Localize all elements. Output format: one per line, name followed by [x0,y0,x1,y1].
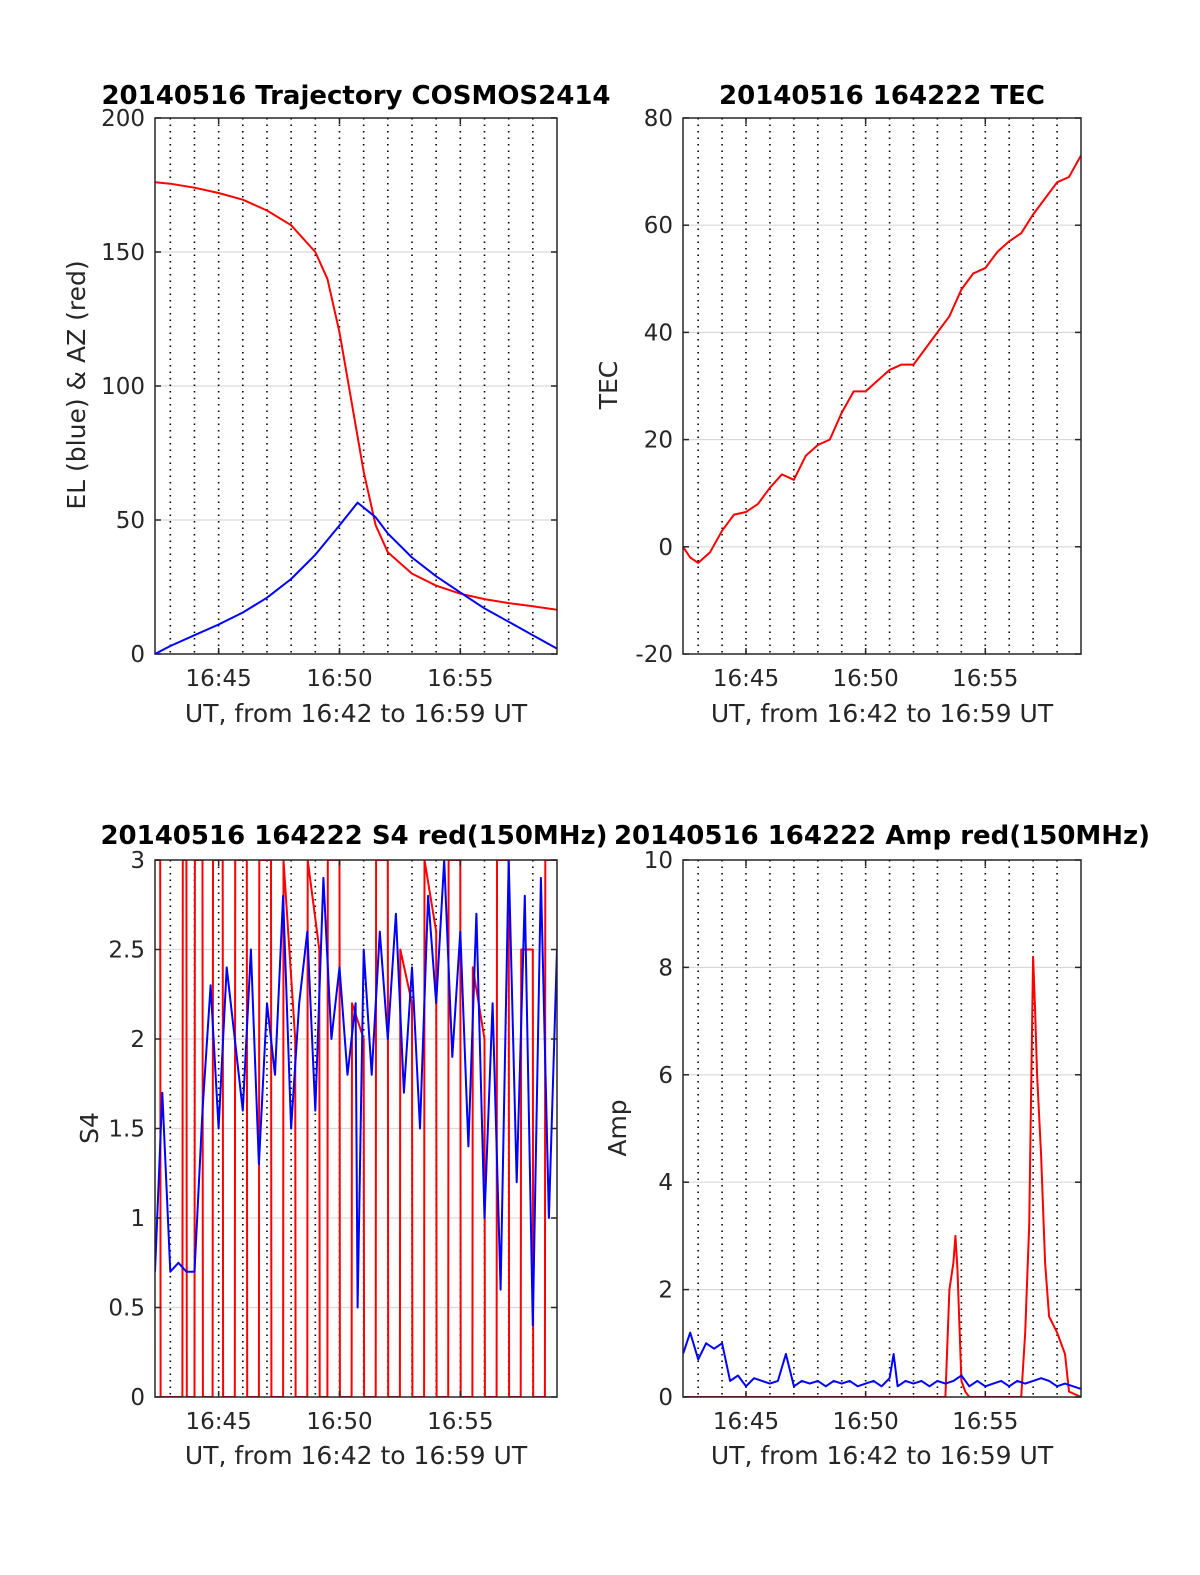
tec-ylabel: TEC [594,361,623,411]
trajectory-ytick-label: 100 [101,374,145,400]
tec-xlabel: UT, from 16:42 to 16:59 UT [711,699,1054,728]
s4-xtick-label: 16:50 [306,1409,372,1435]
trajectory-ytick-label: 0 [130,642,145,668]
tec-ytick-label: 20 [644,428,673,454]
tec-xtick-label: 16:55 [952,666,1018,692]
s4-xtick-label: 16:55 [427,1409,493,1435]
amp-ylabel: Amp [603,1099,632,1156]
tec-ytick-label: 80 [644,106,673,132]
amp-title: 20140516 164222 Amp red(150MHz) [614,821,1150,851]
s4-title: 20140516 164222 S4 red(150MHz) [100,821,607,851]
trajectory-xtick-label: 16:45 [185,666,251,692]
amp-ytick-label: 4 [658,1170,673,1196]
s4-ytick-label: 2 [130,1027,145,1053]
trajectory-ylabel: EL (blue) & AZ (red) [62,260,91,509]
trajectory-ytick-label: 200 [101,106,145,132]
trajectory-series-blue [155,501,557,654]
amp-plot: 0 2 4 6 8 10 16:45 16:50 16:55 [644,848,1082,1435]
s4-xtick-label: 16:45 [185,1409,251,1435]
tec-plot: -20 0 20 40 60 80 16:45 16:50 16:55 [635,106,1082,692]
panel-s4: 20140516 164222 S4 red(150MHz) 0 0.5 1 1.5 2… [75,821,608,1470]
tec-ytick-label: -20 [635,642,673,668]
amp-ytick-label: 10 [644,848,673,874]
tec-axes-frame [682,117,1082,655]
tec-series-red [683,155,1081,564]
amp-ytick-label: 6 [658,1063,673,1089]
panel-amp: 20140516 164222 Amp red(150MHz) 0 2 4 6 8 10 1… [603,821,1150,1470]
amp-ytick-label: 0 [658,1385,673,1411]
amp-ytick-label: 2 [658,1278,673,1304]
tec-title: 20140516 164222 TEC [719,81,1045,111]
amp-xtick-label: 16:45 [713,1409,779,1435]
trajectory-ytick-label: 150 [101,240,145,266]
tec-ytick-label: 60 [644,213,673,239]
s4-series-blue [155,860,557,1327]
trajectory-xtick-label: 16:50 [306,666,372,692]
s4-ytick-label: 3 [130,848,145,874]
amp-axes-frame [682,859,1082,1398]
trajectory-title: 20140516 Trajectory COSMOS2414 [101,81,610,111]
tec-ytick-label: 0 [658,535,673,561]
tec-xtick-label: 16:45 [713,666,779,692]
s4-ytick-label: 0.5 [108,1296,145,1322]
s4-ytick-label: 0 [130,1385,145,1411]
amp-series-red [683,955,1081,1397]
amp-ytick-label: 8 [658,955,673,981]
panel-tec: 20140516 164222 TEC -20 0 20 40 60 80 16:45 16:… [594,81,1082,728]
amp-series-blue [683,1331,1081,1390]
s4-plot: 0 0.5 1 1.5 2 2.5 3 16:45 16:50 16:55 [108,848,558,1435]
trajectory-ytick-label: 50 [116,508,145,534]
panel-trajectory: 20140516 Trajectory COSMOS2414 0 50 100 150… [62,81,611,728]
amp-xtick-label: 16:55 [952,1409,1018,1435]
trajectory-series-red [155,181,557,611]
s4-ytick-label: 2.5 [108,938,145,964]
s4-ytick-label: 1 [130,1206,145,1232]
s4-xlabel: UT, from 16:42 to 16:59 UT [185,1441,528,1470]
trajectory-plot: 0 50 100 150 200 16:45 16:50 16:55 [101,106,558,692]
amp-xlabel: UT, from 16:42 to 16:59 UT [711,1441,1054,1470]
trajectory-xtick-label: 16:55 [427,666,493,692]
s4-ytick-label: 1.5 [108,1117,145,1143]
tec-ytick-label: 40 [644,320,673,346]
amp-xtick-label: 16:50 [833,1409,899,1435]
tec-xtick-label: 16:50 [833,666,899,692]
trajectory-xlabel: UT, from 16:42 to 16:59 UT [185,699,528,728]
s4-ylabel: S4 [75,1112,104,1144]
